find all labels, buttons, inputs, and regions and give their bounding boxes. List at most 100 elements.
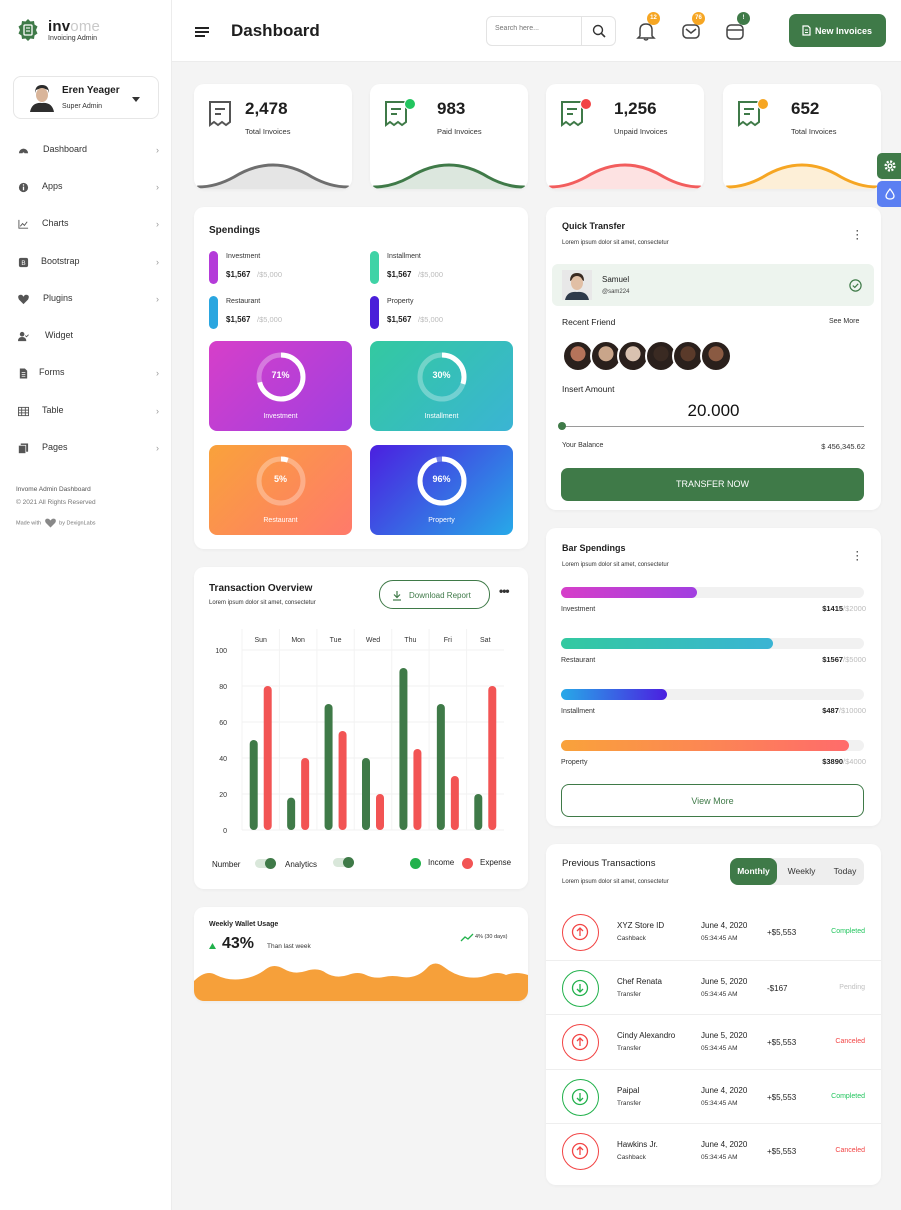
spending-item: Installment $1,567 /$5,000 [370,251,520,287]
arrow-up-circle [562,1024,599,1061]
income-legend-label: Income [428,858,455,867]
footer-made-with: Made with by DexignLabs [16,518,96,528]
amount-value[interactable]: 20.000 [687,401,740,420]
quick-transfer-menu-icon[interactable]: · · · [856,226,859,244]
bar-income[interactable] [474,794,483,830]
see-more-link[interactable]: See More [829,318,860,325]
transaction-row[interactable]: XYZ Store ID Cashback June 4, 2020 05:34:45… [546,905,881,959]
bar-expense[interactable] [488,686,497,830]
transaction-row[interactable]: Chef Renata Transfer June 5, 2020 05:34:45 … [546,959,881,1014]
more-options-icon[interactable]: ••• [499,584,510,598]
bar-spending-fill [561,689,668,700]
view-more-button[interactable]: View More [561,784,864,817]
sidebar-item-label: Dashboard [43,144,88,154]
triangle-up-icon [209,943,216,949]
transaction-row[interactable]: Paipal Transfer June 4, 2020 05:34:45 AM +$5… [546,1068,881,1123]
bar-income[interactable] [249,740,258,830]
gear-icon [884,160,896,172]
amount-slider-thumb[interactable] [558,422,566,430]
search-button[interactable] [581,17,615,45]
spending-value: $1,567 [387,315,412,324]
bar-expense[interactable] [376,794,384,830]
sidebar-item-widget[interactable]: Widget [0,325,172,347]
sidebar-item-dashboard[interactable]: Dashboard › [0,139,172,161]
new-invoices-button[interactable]: New Invoices [789,14,886,47]
spending-tile-restaurant[interactable]: 5% Restaurant [209,445,352,535]
bar-expense[interactable] [450,776,459,830]
tab-today[interactable]: Today [833,866,857,876]
theme-float-button[interactable] [877,181,901,207]
spending-tile-installment[interactable]: 30% Installment [370,341,513,431]
arrow-down-icon [571,1088,589,1105]
bar-expense[interactable] [301,758,310,830]
transaction-date: June 4, 2020 [701,1085,748,1095]
user-check-icon [18,331,29,342]
spending-tile-property[interactable]: 96% Property [370,445,513,535]
sidebar-item-bootstrap[interactable]: B Bootstrap › [0,251,172,273]
arrow-down-circle [562,969,599,1007]
arrow-up-circle [562,1133,599,1170]
analytics-toggle[interactable] [333,857,354,868]
bar-spendings-menu-icon[interactable]: · · · [856,547,859,565]
droplet-icon [885,188,895,200]
transaction-overview-title: Transaction Overview [209,583,313,594]
tab-monthly[interactable]: Monthly [730,858,777,885]
stat-label: Paid Invoices [437,127,482,136]
sidebar-item-pages[interactable]: Pages › [0,437,172,459]
bar-income[interactable] [436,704,445,830]
spending-name: Investment [226,253,261,260]
sidebar-item-forms[interactable]: Forms › [0,362,172,384]
spending-tile-investment[interactable]: 71% Investment [209,341,352,431]
bar-income[interactable] [362,758,370,830]
donut-progress [417,456,467,506]
sidebar-item-table[interactable]: Table › [0,400,172,422]
transaction-date: June 4, 2020 [701,921,748,930]
bar-expense[interactable] [263,686,272,830]
friend-avatar[interactable] [617,340,649,372]
profile-dropdown[interactable]: Eren Yeager Super Admin [13,76,159,119]
spending-total: /$5,000 [257,270,283,279]
status-dot [757,98,769,110]
hamburger-menu-icon[interactable] [195,27,209,37]
download-report-button[interactable]: Download Report [379,580,490,609]
brand-name[interactable]: invome [48,18,101,35]
sidebar-item-plugins[interactable]: Plugins › [0,288,172,310]
y-tick-label: 40 [219,756,227,763]
bar-spendings-title: Bar Spendings [562,543,626,553]
tab-weekly[interactable]: Weekly [787,866,816,876]
calendar-icon[interactable] [724,20,746,42]
number-toggle[interactable] [255,858,276,869]
bar-spending-fill [561,587,698,598]
search-input[interactable] [495,25,575,32]
settings-float-button[interactable] [877,153,901,179]
transaction-name: XYZ Store ID [617,921,665,930]
sidebar-item-label: Forms [39,367,65,377]
expense-legend-label: Expense [480,858,512,867]
chevron-right-icon: › [156,294,159,304]
bar-income[interactable] [324,704,333,830]
bell-icon[interactable] [635,20,657,42]
transaction-row[interactable]: Cindy Alexandro Transfer June 5, 2020 05:34… [546,1014,881,1068]
previous-transactions-title: Previous Transactions [562,858,656,869]
profile-role: Super Admin [62,103,103,110]
bar-spending-track [561,689,864,700]
transaction-row[interactable]: Hawkins Jr. Cashback June 4, 2020 05:34:45 … [546,1123,881,1177]
bar-income[interactable] [287,797,296,830]
sidebar-item-charts[interactable]: Charts › [0,213,172,235]
mail-icon[interactable] [680,20,702,42]
chart-icon [18,219,29,229]
balance-label: Your Balance [562,442,604,449]
selected-recipient[interactable]: Samuel @sam224 [552,264,874,306]
bar-income[interactable] [399,668,408,830]
transfer-now-button[interactable]: TRANSFER NOW [561,468,864,501]
status-badge: Canceled [835,1147,865,1154]
wallet-caption: Than last week [267,943,311,950]
sidebar-item-apps[interactable]: Apps › [0,176,172,198]
logo-icon [18,19,38,41]
bar-expense[interactable] [338,731,347,830]
amount-slider-track[interactable] [561,426,864,427]
chevron-right-icon: › [156,257,159,267]
friend-avatar[interactable] [699,340,732,372]
bar-expense[interactable] [413,749,422,830]
friend-avatar[interactable] [672,340,704,372]
